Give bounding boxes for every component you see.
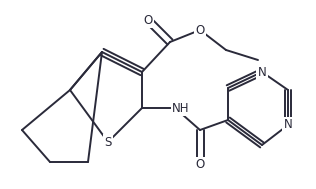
Text: N: N <box>258 66 266 78</box>
Text: O: O <box>143 13 153 26</box>
Text: O: O <box>195 159 205 171</box>
Text: O: O <box>195 23 205 36</box>
Text: NH: NH <box>172 101 190 115</box>
Text: S: S <box>104 136 112 149</box>
Text: N: N <box>284 119 292 132</box>
